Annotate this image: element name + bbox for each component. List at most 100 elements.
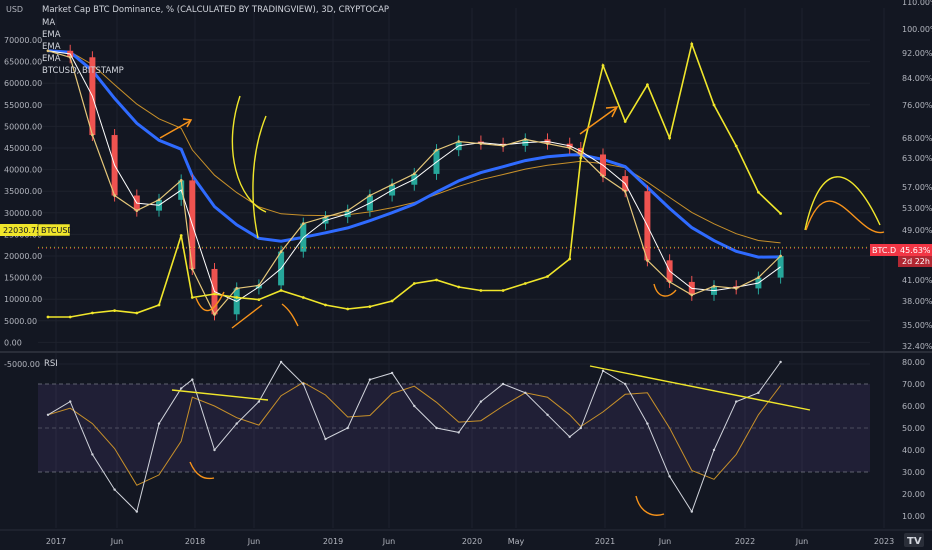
btcusd-point xyxy=(690,293,694,297)
indicator-btcusd[interactable]: BTCUSD, BITSTAMP xyxy=(42,66,124,76)
btcusd-point xyxy=(46,49,50,53)
left-tick-label: 70000.00 xyxy=(4,36,42,45)
btcusd-point xyxy=(179,179,183,182)
time-tick-label: 2022 xyxy=(735,537,755,546)
rsi-point xyxy=(213,448,216,452)
btcusd-point xyxy=(435,148,438,152)
right-tick-label: 76.00% xyxy=(902,101,932,110)
left-price-tag-bg xyxy=(0,224,38,236)
btc-dominance-point xyxy=(235,296,239,299)
btc-dominance-point xyxy=(435,278,438,282)
rsi-tick-label: 80.00 xyxy=(902,358,925,367)
right-axis: 110.00% 100.00% 92.00% 84.00% 76.00% 68.00% 63… xyxy=(902,0,932,351)
btcusd-point xyxy=(368,194,372,197)
btcusd-point xyxy=(213,312,216,316)
ema-long-line xyxy=(47,49,781,259)
indicator-ma[interactable]: MA xyxy=(42,18,55,28)
rsi-point xyxy=(568,435,571,438)
time-tick-label: Jun xyxy=(382,537,396,546)
right-tick-label: 53.00% xyxy=(902,204,932,213)
rsi-point xyxy=(91,453,94,456)
time-tick-label: 2019 xyxy=(323,537,343,546)
btcusd-point xyxy=(579,153,583,156)
btc-dominance-point xyxy=(135,311,139,315)
left-axis-unit: USD xyxy=(6,5,23,14)
rsi-point xyxy=(624,382,627,386)
btcusd-point xyxy=(301,222,305,226)
indicator-ema-1[interactable]: EMA xyxy=(42,30,61,40)
btc-dominance-point xyxy=(601,64,605,67)
rsi-tick-label: 70.00 xyxy=(902,380,925,389)
rsi-tick-label: 50.00 xyxy=(902,424,925,433)
right-tick-label: 63.00% xyxy=(902,154,932,163)
rsi-point xyxy=(735,400,738,403)
rsi-point xyxy=(779,360,782,364)
btcusd-point xyxy=(501,144,505,148)
btc-dominance-point xyxy=(546,275,549,278)
projection-dominance xyxy=(804,176,881,231)
btcusd-point xyxy=(135,209,139,213)
btc-dominance-point xyxy=(668,136,671,140)
rsi-point xyxy=(46,413,50,416)
btcusd-point xyxy=(779,254,782,258)
btcusd-point xyxy=(712,284,716,288)
left-price-tag: 22030.75 BTCUSD xyxy=(0,223,74,237)
rsi-point xyxy=(324,437,327,441)
time-axis: 2017 Jun 2018 Jun 2019 Jun 2020 May 2021 Jun 2022 J… xyxy=(46,537,894,546)
annotation-curve xyxy=(252,115,267,239)
tradingview-logo-bg xyxy=(904,533,924,547)
btc-dominance-point xyxy=(257,298,261,301)
rsi-trendline xyxy=(589,365,811,411)
btc-dominance-point xyxy=(734,144,738,148)
rsi-label: RSI xyxy=(44,359,58,369)
left-tick-label: 65000.00 xyxy=(4,58,42,67)
rsi-point xyxy=(601,369,605,372)
btc-dominance-point xyxy=(390,299,394,303)
rsi-point xyxy=(479,400,483,403)
btc-dominance-point xyxy=(368,305,372,308)
btc-dominance-point xyxy=(91,311,94,315)
rsi-point xyxy=(413,404,416,408)
btc-dominance-point xyxy=(479,289,483,292)
btcusd-point xyxy=(479,142,483,146)
rsi-tick-label: 10.00 xyxy=(902,512,925,521)
rsi-point xyxy=(757,391,760,394)
left-tick-label: -5000.00 xyxy=(4,360,40,369)
rsi-point xyxy=(191,378,194,381)
left-tick-label: 45000.00 xyxy=(4,144,42,153)
right-tick-label: 92.00% xyxy=(902,49,932,58)
btc-dominance-point xyxy=(779,212,782,215)
left-tick-label: 15000.00 xyxy=(4,274,42,283)
btc-dominance-point xyxy=(579,156,583,160)
btcusd-point xyxy=(757,276,760,279)
indicator-ema-3[interactable]: EMA xyxy=(42,54,61,64)
right-tick-label: 110.00% xyxy=(902,0,932,7)
rsi-point xyxy=(235,422,238,425)
btc-dominance-point xyxy=(457,285,461,289)
right-symbol-tag: BTC.D xyxy=(872,246,896,255)
rsi-point xyxy=(690,510,693,513)
indicator-ema-2[interactable]: EMA xyxy=(42,42,61,52)
rsi-point xyxy=(368,378,372,381)
btcusd-point xyxy=(668,280,671,284)
annotation-arrow xyxy=(579,107,617,135)
ema-fast-line xyxy=(47,50,781,302)
rsi-point xyxy=(457,431,460,434)
annotation-curve xyxy=(653,283,677,297)
annotation-arrow xyxy=(281,303,299,327)
btc-dominance-point xyxy=(412,282,416,285)
time-tick-label: Jun xyxy=(247,537,261,546)
btc-dominance-point xyxy=(568,257,572,261)
btc-dominance-point xyxy=(501,289,505,292)
btcusd-point xyxy=(235,287,239,290)
rsi-point xyxy=(157,422,161,425)
btc-dominance-point xyxy=(646,83,649,87)
btc-dominance-point xyxy=(712,103,716,107)
grid xyxy=(38,8,885,528)
rsi-annotation xyxy=(189,461,215,480)
btc-dominance-point xyxy=(179,234,183,237)
btcusd-point xyxy=(91,133,94,137)
rsi-trendline xyxy=(171,389,269,401)
chart-title[interactable]: Market Cap BTC Dominance, % (CALCULATED … xyxy=(42,5,389,15)
time-tick-label: Jun xyxy=(110,537,124,546)
